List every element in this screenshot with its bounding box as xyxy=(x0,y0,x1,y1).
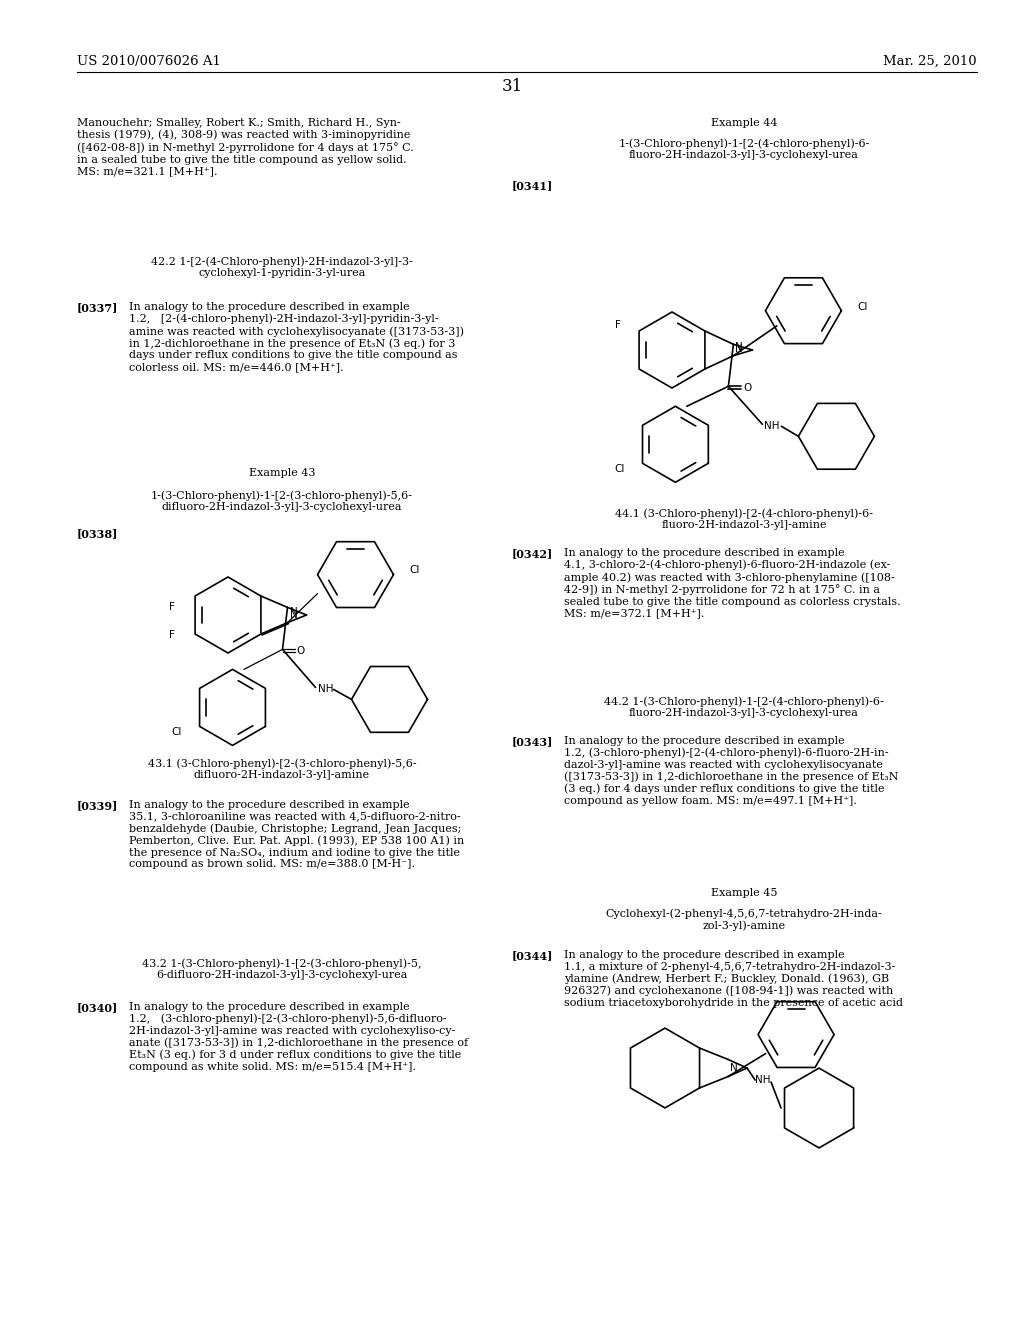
Text: Manouchehr; Smalley, Robert K.; Smith, Richard H., Syn-
thesis (1979), (4), 308-: Manouchehr; Smalley, Robert K.; Smith, R… xyxy=(77,117,414,176)
Text: 1-(3-Chloro-phenyl)-1-[2-(4-chloro-phenyl)-6-
fluoro-2H-indazol-3-yl]-3-cyclohex: 1-(3-Chloro-phenyl)-1-[2-(4-chloro-pheny… xyxy=(618,139,869,160)
Text: In analogy to the procedure described in example
1.1, a mixture of 2-phenyl-4,5,: In analogy to the procedure described in… xyxy=(564,950,903,1007)
Text: Cl: Cl xyxy=(410,565,420,574)
Text: In analogy to the procedure described in example
1.2,   (3-chloro-phenyl)-[2-(3-: In analogy to the procedure described in… xyxy=(129,1002,468,1072)
Text: In analogy to the procedure described in example
1.2, (3-chloro-phenyl)-[2-(4-ch: In analogy to the procedure described in… xyxy=(564,737,898,807)
Text: 31: 31 xyxy=(502,78,522,95)
Text: Example 43: Example 43 xyxy=(249,469,315,478)
Text: [0342]: [0342] xyxy=(512,548,553,558)
Text: Cl: Cl xyxy=(614,465,625,474)
Text: [0340]: [0340] xyxy=(77,1002,118,1012)
Text: US 2010/0076026 A1: US 2010/0076026 A1 xyxy=(77,55,221,69)
Text: F: F xyxy=(615,319,621,330)
Text: N: N xyxy=(735,345,743,354)
Text: N: N xyxy=(735,342,743,351)
Text: N: N xyxy=(290,607,297,618)
Text: 42.2 1-[2-(4-Chloro-phenyl)-2H-indazol-3-yl]-3-
cyclohexyl-1-pyridin-3-yl-urea: 42.2 1-[2-(4-Chloro-phenyl)-2H-indazol-3… xyxy=(152,256,413,279)
Text: N: N xyxy=(730,1063,738,1073)
Text: NH: NH xyxy=(755,1074,770,1085)
Text: [0339]: [0339] xyxy=(77,800,119,810)
Text: 1-(3-Chloro-phenyl)-1-[2-(3-chloro-phenyl)-5,6-
difluoro-2H-indazol-3-yl]-3-cycl: 1-(3-Chloro-phenyl)-1-[2-(3-chloro-pheny… xyxy=(151,490,413,512)
Text: N: N xyxy=(290,610,297,619)
Text: NH: NH xyxy=(764,421,780,432)
Text: [0343]: [0343] xyxy=(512,737,553,747)
Text: Cyclohexyl-(2-phenyl-4,5,6,7-tetrahydro-2H-inda-
zol-3-yl)-amine: Cyclohexyl-(2-phenyl-4,5,6,7-tetrahydro-… xyxy=(605,908,883,931)
Text: Example 45: Example 45 xyxy=(711,888,777,898)
Text: In analogy to the procedure described in example
4.1, 3-chloro-2-(4-chloro-pheny: In analogy to the procedure described in… xyxy=(564,548,901,618)
Text: Cl: Cl xyxy=(171,727,181,738)
Text: [0341]: [0341] xyxy=(512,180,553,191)
Text: 44.1 (3-Chloro-phenyl)-[2-(4-chloro-phenyl)-6-
fluoro-2H-indazol-3-yl]-amine: 44.1 (3-Chloro-phenyl)-[2-(4-chloro-phen… xyxy=(615,508,873,531)
Text: F: F xyxy=(169,630,175,640)
Text: F: F xyxy=(169,602,175,612)
Text: Mar. 25, 2010: Mar. 25, 2010 xyxy=(884,55,977,69)
Text: [0337]: [0337] xyxy=(77,302,119,313)
Text: 43.2 1-(3-Chloro-phenyl)-1-[2-(3-chloro-phenyl)-5,
6-difluoro-2H-indazol-3-yl]-3: 43.2 1-(3-Chloro-phenyl)-1-[2-(3-chloro-… xyxy=(142,958,422,981)
Text: O: O xyxy=(743,383,752,393)
Text: In analogy to the procedure described in example
1.2,   [2-(4-chloro-phenyl)-2H-: In analogy to the procedure described in… xyxy=(129,302,464,372)
Text: In analogy to the procedure described in example
35.1, 3-chloroaniline was react: In analogy to the procedure described in… xyxy=(129,800,464,870)
Text: Example 44: Example 44 xyxy=(711,117,777,128)
Text: O: O xyxy=(297,647,305,656)
Text: Cl: Cl xyxy=(857,302,867,312)
Text: 44.2 1-(3-Chloro-phenyl)-1-[2-(4-chloro-phenyl)-6-
fluoro-2H-indazol-3-yl]-3-cyc: 44.2 1-(3-Chloro-phenyl)-1-[2-(4-chloro-… xyxy=(604,696,884,718)
Text: 43.1 (3-Chloro-phenyl)-[2-(3-chloro-phenyl)-5,6-
difluoro-2H-indazol-3-yl]-amine: 43.1 (3-Chloro-phenyl)-[2-(3-chloro-phen… xyxy=(147,758,417,780)
Text: NH: NH xyxy=(317,684,333,694)
Text: [0338]: [0338] xyxy=(77,528,119,539)
Text: [0344]: [0344] xyxy=(512,950,553,961)
